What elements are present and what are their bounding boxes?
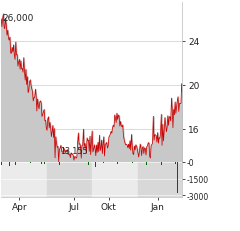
Bar [177,162,178,193]
Text: 26,000: 26,000 [2,14,33,23]
Bar [146,162,147,165]
Bar [44,162,45,164]
Text: 13,155: 13,155 [60,146,88,155]
Bar [1,162,47,198]
Bar [117,162,118,164]
Bar [73,162,74,164]
Bar [15,162,16,165]
Bar [175,162,176,164]
Bar [132,162,133,164]
Bar [88,162,89,165]
Bar [161,162,162,165]
Bar [1,162,2,165]
Bar [30,162,31,163]
Bar [138,162,183,198]
Bar [41,162,42,164]
Bar [47,162,92,198]
Bar [59,162,60,165]
Bar [182,162,183,163]
Bar [92,162,138,198]
Bar [95,162,96,168]
